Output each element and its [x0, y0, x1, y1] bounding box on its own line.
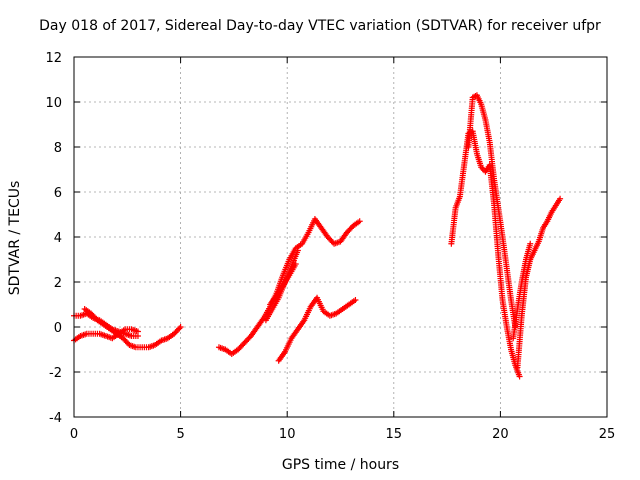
data-series: [81, 306, 184, 351]
data-point: [177, 324, 184, 330]
y-tick-label: 2: [54, 276, 62, 291]
y-tick-label: 6: [54, 186, 62, 201]
y-tick-label: 10: [45, 96, 62, 111]
data-point: [176, 325, 183, 332]
y-tick-label: 8: [54, 141, 62, 156]
x-tick-label: 10: [279, 427, 296, 442]
grid-lines: [74, 57, 607, 417]
data-point: [527, 240, 534, 247]
tick-labels: 0 5 10 15 20 25 -4 -2 0 2 4 6 8 10 12: [45, 51, 615, 442]
data-series: [262, 247, 301, 324]
data-series: [275, 294, 359, 364]
plot-frame: [73, 56, 608, 418]
data-points: [71, 92, 564, 380]
data-series: [510, 240, 534, 342]
y-tick-label: 0: [54, 321, 62, 336]
y-tick-label: 4: [54, 231, 62, 246]
data-point: [352, 297, 359, 303]
data-series: [448, 128, 523, 380]
x-axis-label: GPS time / hours: [281, 457, 400, 473]
data-point: [294, 247, 301, 254]
data-series: [71, 326, 141, 344]
data-series: [465, 92, 519, 330]
data-point: [134, 328, 141, 335]
chart-title: Day 018 of 2017, Sidereal Day-to-day VTE…: [39, 18, 601, 34]
data-point: [356, 218, 363, 225]
x-tick-label: 15: [386, 427, 403, 442]
x-tick-label: 25: [599, 427, 616, 442]
x-tick-label: 5: [176, 427, 184, 442]
data-point: [557, 195, 564, 202]
x-tick-label: 0: [70, 427, 78, 442]
y-tick-label: 12: [45, 51, 62, 66]
y-tick-label: -4: [49, 411, 62, 426]
y-tick-label: -2: [49, 366, 62, 381]
data-point: [516, 373, 523, 380]
x-tick-label: 20: [492, 427, 509, 442]
data-series: [514, 195, 564, 371]
